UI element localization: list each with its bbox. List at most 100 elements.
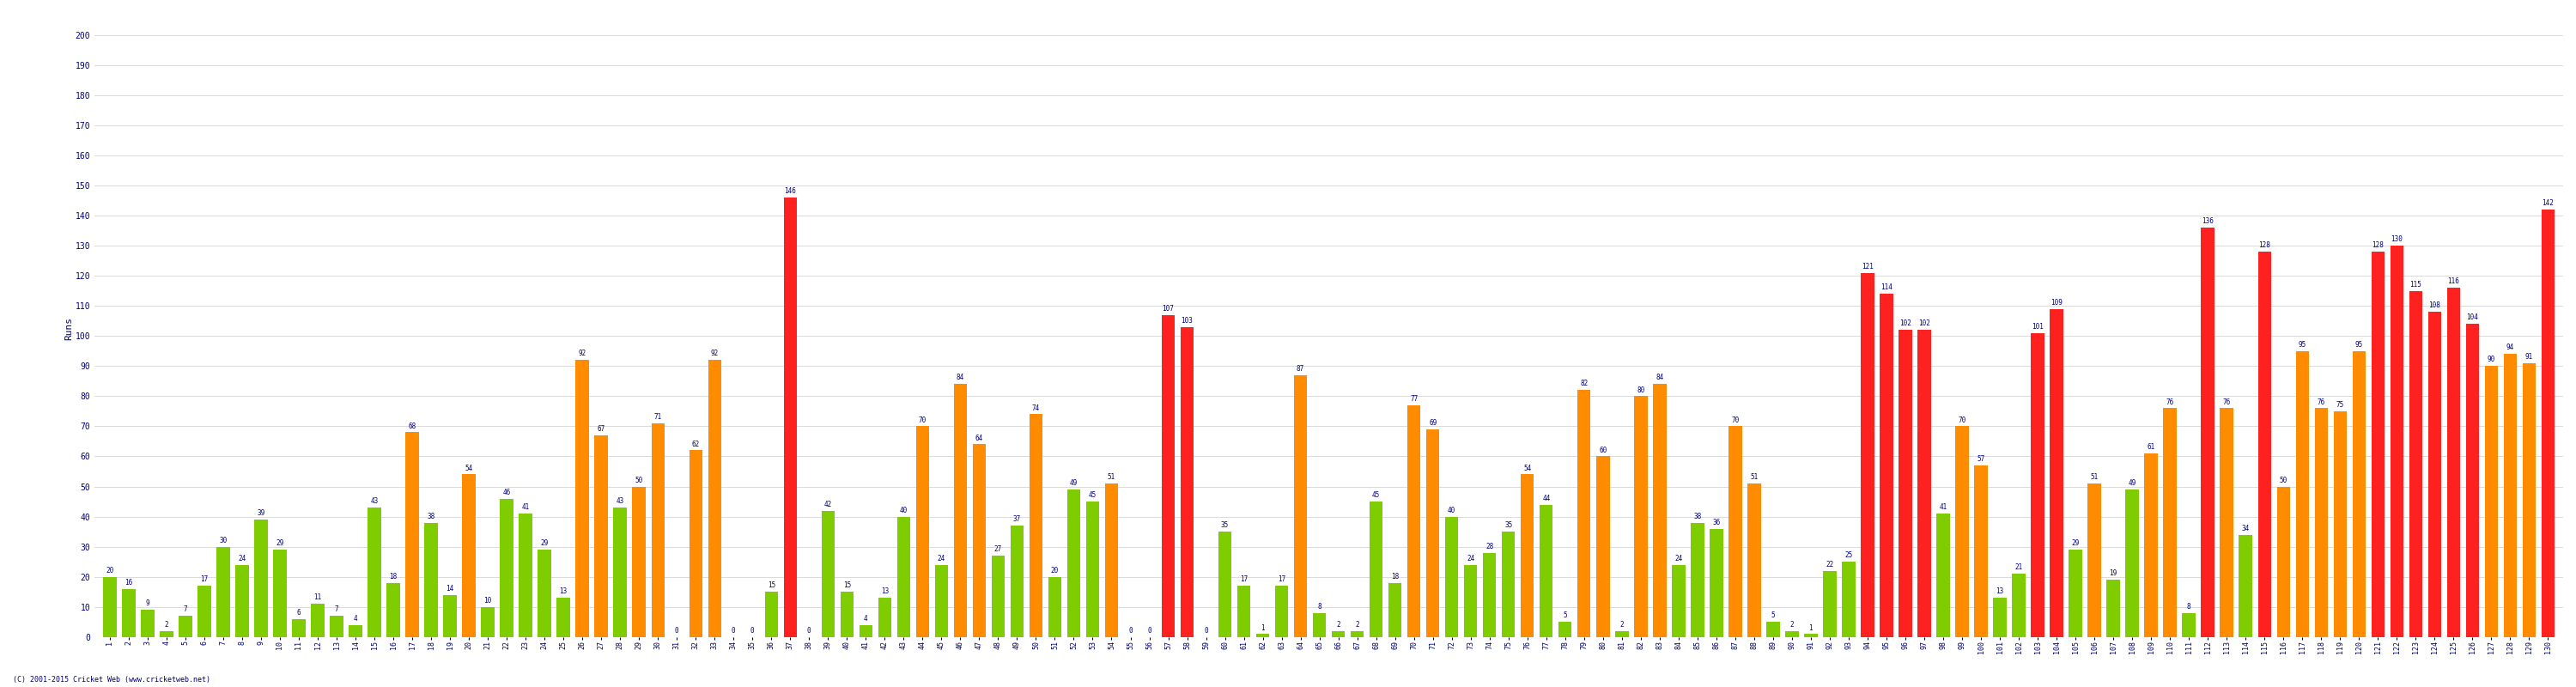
Text: 15: 15 (842, 582, 850, 589)
Text: 6: 6 (296, 609, 301, 616)
Bar (2277, 486, 2290, 637)
Text: 54: 54 (1522, 464, 1530, 472)
Bar (1314, 613, 1327, 637)
Text: 41: 41 (523, 504, 531, 511)
Text: 4: 4 (863, 615, 868, 622)
Bar (1180, 327, 1193, 637)
Text: 45: 45 (1373, 491, 1381, 499)
Bar (556, 598, 569, 637)
Text: 39: 39 (258, 510, 265, 517)
Text: 51: 51 (2089, 473, 2099, 481)
Text: 146: 146 (783, 188, 796, 195)
Bar (1427, 429, 1440, 637)
Text: 121: 121 (1862, 262, 1873, 270)
Text: 87: 87 (1296, 365, 1303, 372)
Text: 76: 76 (2166, 398, 2174, 406)
Bar (1994, 598, 2007, 637)
Bar (216, 547, 229, 637)
Text: 0: 0 (732, 627, 737, 635)
Text: 38: 38 (1692, 513, 1700, 520)
Bar (595, 436, 608, 637)
Text: 0: 0 (1146, 627, 1151, 635)
Text: 109: 109 (2050, 299, 2063, 306)
Text: 95: 95 (2298, 341, 2306, 348)
Text: 54: 54 (464, 464, 474, 472)
Text: 116: 116 (2447, 278, 2460, 285)
Text: 104: 104 (2465, 314, 2478, 322)
Bar (2409, 291, 2421, 637)
Bar (2143, 453, 2159, 637)
Bar (1803, 634, 1819, 637)
Text: 28: 28 (1486, 543, 1494, 550)
Text: 76: 76 (2223, 398, 2231, 406)
Bar (160, 631, 173, 637)
Text: 20: 20 (106, 567, 113, 574)
Bar (1842, 562, 1855, 637)
Text: 77: 77 (1409, 395, 1417, 403)
Text: 57: 57 (1976, 455, 1986, 463)
Text: 29: 29 (276, 539, 283, 548)
Text: 2: 2 (1355, 621, 1360, 629)
Bar (1710, 528, 1723, 637)
Text: 43: 43 (371, 497, 379, 505)
Bar (386, 583, 399, 637)
Text: 1: 1 (1808, 624, 1814, 631)
Text: 68: 68 (407, 422, 417, 430)
Text: 82: 82 (1579, 380, 1587, 387)
Text: 46: 46 (502, 488, 510, 496)
Bar (974, 444, 987, 637)
Text: 35: 35 (1504, 521, 1512, 529)
Text: 41: 41 (1940, 504, 1947, 511)
Bar (1105, 484, 1118, 637)
Text: 64: 64 (976, 434, 984, 442)
Bar (1785, 631, 1798, 637)
Bar (273, 550, 286, 637)
Text: 13: 13 (1996, 588, 2004, 596)
Text: 2: 2 (1620, 621, 1623, 629)
Bar (1218, 532, 1231, 637)
Text: 60: 60 (1600, 447, 1607, 454)
Bar (1275, 586, 1288, 637)
Bar (783, 197, 796, 637)
Bar (652, 423, 665, 637)
Bar (291, 619, 307, 637)
Text: 40: 40 (1448, 506, 1455, 514)
Text: 49: 49 (1069, 480, 1077, 487)
Bar (1824, 571, 1837, 637)
Text: 1: 1 (1260, 624, 1265, 631)
Bar (1502, 532, 1515, 637)
Bar (2069, 550, 2081, 637)
Text: 70: 70 (1958, 416, 1965, 424)
Bar (1937, 514, 1950, 637)
Bar (2182, 613, 2195, 637)
Text: 67: 67 (598, 425, 605, 433)
Text: 51: 51 (1749, 473, 1759, 481)
Bar (121, 589, 137, 637)
Bar (178, 616, 193, 637)
Text: 70: 70 (920, 416, 927, 424)
Text: 75: 75 (2336, 401, 2344, 409)
Bar (860, 625, 873, 637)
Text: 36: 36 (1713, 519, 1721, 526)
Bar (1293, 375, 1306, 637)
Text: 102: 102 (1899, 319, 1911, 328)
Bar (538, 550, 551, 637)
Text: 2: 2 (165, 621, 167, 629)
Bar (404, 432, 420, 637)
Text: 8: 8 (1316, 602, 1321, 611)
Bar (443, 595, 456, 637)
Text: 69: 69 (1430, 419, 1437, 427)
Bar (1917, 330, 1932, 637)
Bar (198, 586, 211, 637)
Bar (953, 384, 966, 637)
Bar (255, 519, 268, 637)
Bar (574, 360, 590, 637)
Bar (1066, 490, 1079, 637)
Text: 0: 0 (675, 627, 680, 635)
Text: 0: 0 (1203, 627, 1208, 635)
Bar (500, 499, 513, 637)
Text: 84: 84 (956, 374, 963, 382)
Text: 17: 17 (201, 576, 209, 583)
Bar (2107, 580, 2120, 637)
Text: 8: 8 (2187, 602, 2190, 611)
